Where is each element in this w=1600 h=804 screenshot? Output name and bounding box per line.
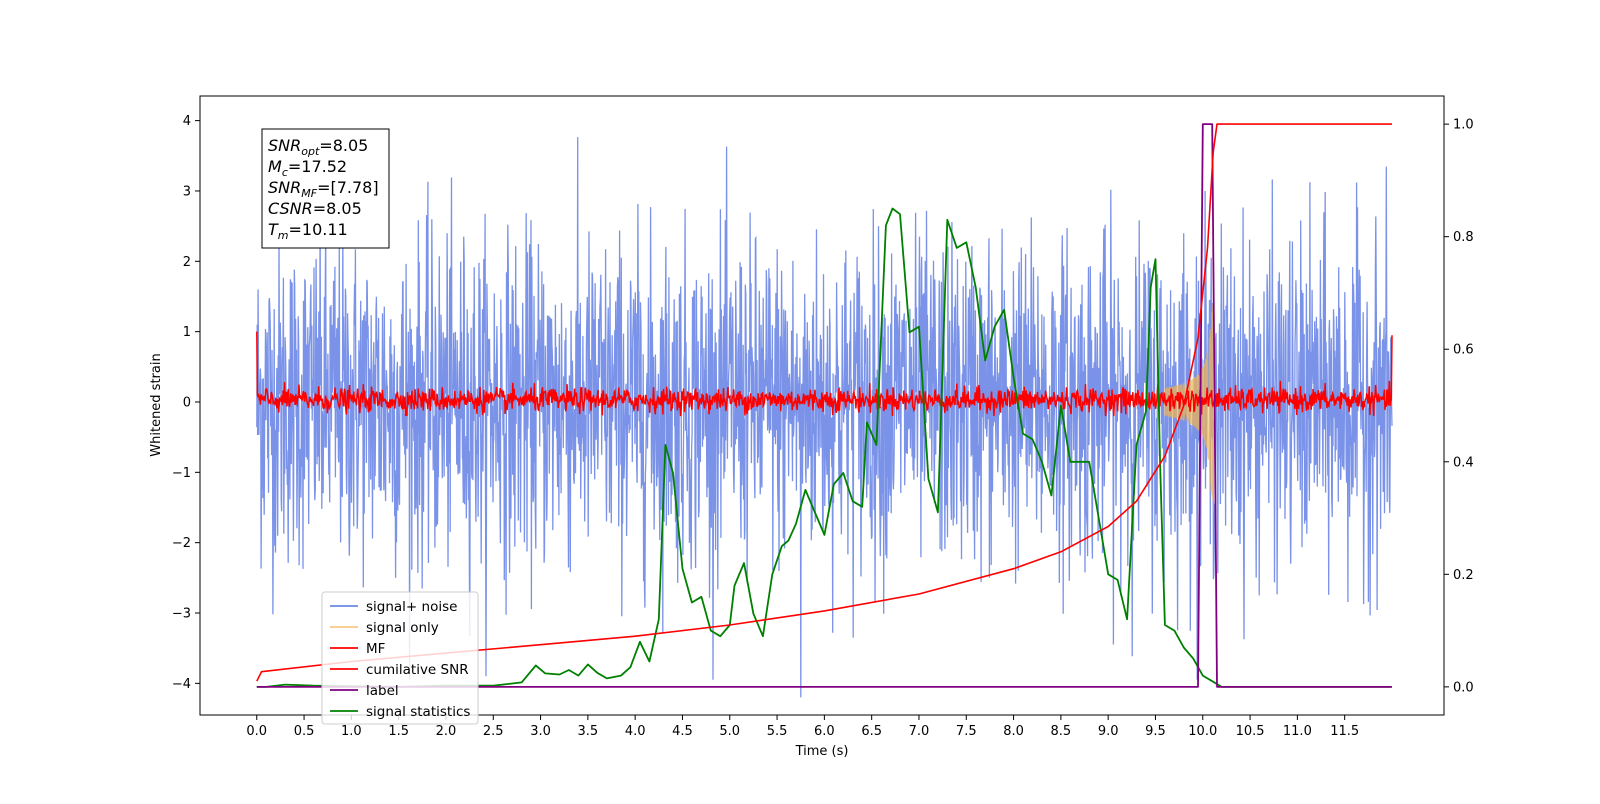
x-tick-label: 2.5 (483, 724, 504, 739)
legend-item: signal only (330, 620, 439, 636)
y-axis-label: Whitened strain (149, 353, 164, 456)
x-tick-label: 8.0 (1003, 724, 1024, 739)
x-tick-label: 3.5 (578, 724, 599, 739)
x-tick-label: 4.0 (625, 724, 646, 739)
label-series (256, 123, 1392, 688)
y-tick-label: 0 (183, 395, 191, 410)
legend-frame (321, 591, 479, 725)
x-tick-label: 0.0 (246, 724, 267, 739)
legend-label: label (366, 683, 399, 699)
info-box-line: CSNR=8.05 (268, 199, 362, 218)
legend-item: label (330, 683, 399, 699)
y-tick-label: −3 (172, 607, 191, 622)
y2-tick-label: 0.4 (1453, 455, 1474, 470)
legend-label: signal only (366, 620, 439, 636)
info-box-line: Mc=17.52 (268, 157, 347, 179)
y2-tick-label: 0.6 (1453, 343, 1474, 358)
x-tick-label: 7.5 (956, 724, 977, 739)
y-tick-label: 1 (183, 325, 191, 340)
info-box-line: Tm=10.11 (268, 220, 348, 242)
y-tick-label: −1 (172, 466, 191, 481)
x-tick-label: 4.5 (672, 724, 693, 739)
plot-frame (199, 95, 1445, 716)
legend-label: MF (366, 641, 385, 657)
y-tick-label: −2 (172, 536, 191, 551)
x-tick-label: 6.0 (814, 724, 835, 739)
x-tick-label: 11.0 (1283, 724, 1312, 739)
legend-item: MF (330, 641, 385, 657)
legend-label: signal statistics (366, 704, 470, 720)
x-tick-label: 7.0 (909, 724, 930, 739)
legend-label: cumilative SNR (366, 662, 469, 678)
signal-statistics-series (256, 207, 1391, 688)
info-box-frame (261, 128, 390, 249)
legend-item: cumilative SNR (330, 662, 469, 678)
x-tick-label: 3.0 (530, 724, 551, 739)
plot-area (256, 123, 1393, 698)
x-tick-label: 10.0 (1188, 724, 1217, 739)
y2-tick-label: 0.2 (1453, 568, 1474, 583)
info-box-line: SNRMF=[7.78] (268, 178, 379, 200)
y-axis-left: −4 −3 −2 −1 0 1 2 3 4 (172, 114, 200, 692)
x-tick-label: 1.5 (388, 724, 409, 739)
x-tick-label: 9.0 (1098, 724, 1119, 739)
y-tick-label: 3 (183, 184, 191, 199)
y2-tick-label: 0.8 (1453, 230, 1474, 245)
y2-tick-label: 0.0 (1453, 680, 1474, 695)
x-tick-label: 6.5 (861, 724, 882, 739)
x-tick-label: 9.5 (1145, 724, 1166, 739)
legend-item: signal+ noise (330, 599, 457, 615)
legend-item: signal statistics (330, 704, 470, 720)
info-box: SNRopt=8.05Mc=17.52SNRMF=[7.78]CSNR=8.05… (261, 128, 390, 249)
legend-label: signal+ noise (366, 599, 457, 615)
y-tick-label: −4 (172, 677, 191, 692)
x-tick-label: 2.0 (436, 724, 457, 739)
y2-tick-label: 1.0 (1453, 118, 1474, 133)
x-axis: 0.0 0.5 1.0 1.5 2.0 2.5 3.0 3.5 4.0 4.5 5.0 5.5 6.0 6… (246, 715, 1359, 739)
x-tick-label: 8.5 (1051, 724, 1072, 739)
label-line (256, 123, 1392, 688)
x-tick-label: 11.5 (1330, 724, 1359, 739)
x-tick-label: 0.5 (294, 724, 315, 739)
legend: signal+ noise signal only MF cumilative SNR… (321, 591, 479, 725)
y-tick-label: 2 (183, 255, 191, 270)
y-axis-right: 0.0 0.2 0.4 0.6 0.8 1.0 (1444, 118, 1474, 695)
signal-statistics-line (256, 207, 1391, 688)
x-axis-label: Time (s) (795, 744, 849, 759)
info-box-line: SNRopt=8.05 (268, 136, 368, 158)
x-tick-label: 5.5 (767, 724, 788, 739)
mf-line (256, 331, 1393, 417)
mf-series (256, 331, 1393, 417)
x-tick-label: 1.0 (341, 724, 362, 739)
y-tick-label: 4 (183, 114, 191, 129)
x-tick-label: 10.5 (1236, 724, 1265, 739)
x-tick-label: 5.0 (719, 724, 740, 739)
